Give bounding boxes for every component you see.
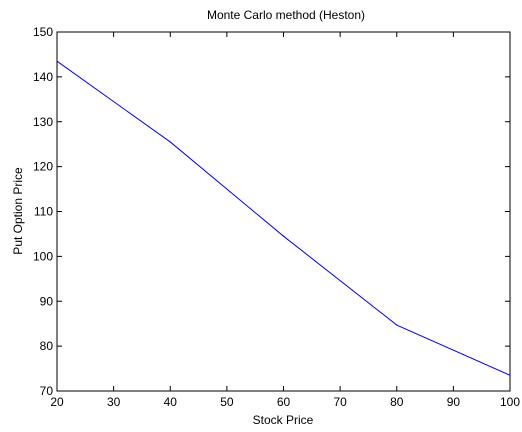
series-layer [56, 60, 511, 376]
x-tick-label: 60 [277, 395, 291, 409]
x-axis: 20 30 40 50 60 70 80 90 100 [50, 32, 520, 409]
x-tick-label: 70 [333, 395, 347, 409]
y-axis-label: Put Option Price [11, 167, 25, 255]
x-tick-label: 100 [500, 395, 520, 409]
y-tick-label: 90 [40, 294, 54, 308]
y-tick-label: 80 [40, 339, 54, 353]
y-tick-label: 140 [33, 70, 53, 84]
x-tick-label: 40 [164, 395, 178, 409]
x-tick-label: 30 [107, 395, 121, 409]
y-tick-label: 70 [40, 384, 54, 398]
plot-area [56, 31, 511, 392]
data-point [282, 235, 285, 237]
y-tick-label: 120 [33, 160, 53, 174]
chart-title: Monte Carlo method (Heston) [207, 8, 365, 22]
x-tick-label: 50 [220, 395, 234, 409]
y-tick-label: 130 [33, 115, 53, 129]
data-point [396, 324, 398, 326]
data-point [509, 374, 511, 376]
y-axis: 70 80 90 100 110 120 130 140 150 [33, 25, 510, 398]
x-tick-label: 20 [50, 395, 64, 409]
x-tick-label: 80 [390, 395, 404, 409]
x-axis-label: Stock Price [253, 413, 314, 427]
x-tick-label: 90 [447, 395, 461, 409]
data-point [169, 141, 171, 143]
data-point [56, 60, 58, 62]
y-tick-label: 110 [34, 205, 53, 219]
y-tick-label: 150 [33, 25, 53, 39]
y-tick-label: 100 [33, 249, 53, 263]
